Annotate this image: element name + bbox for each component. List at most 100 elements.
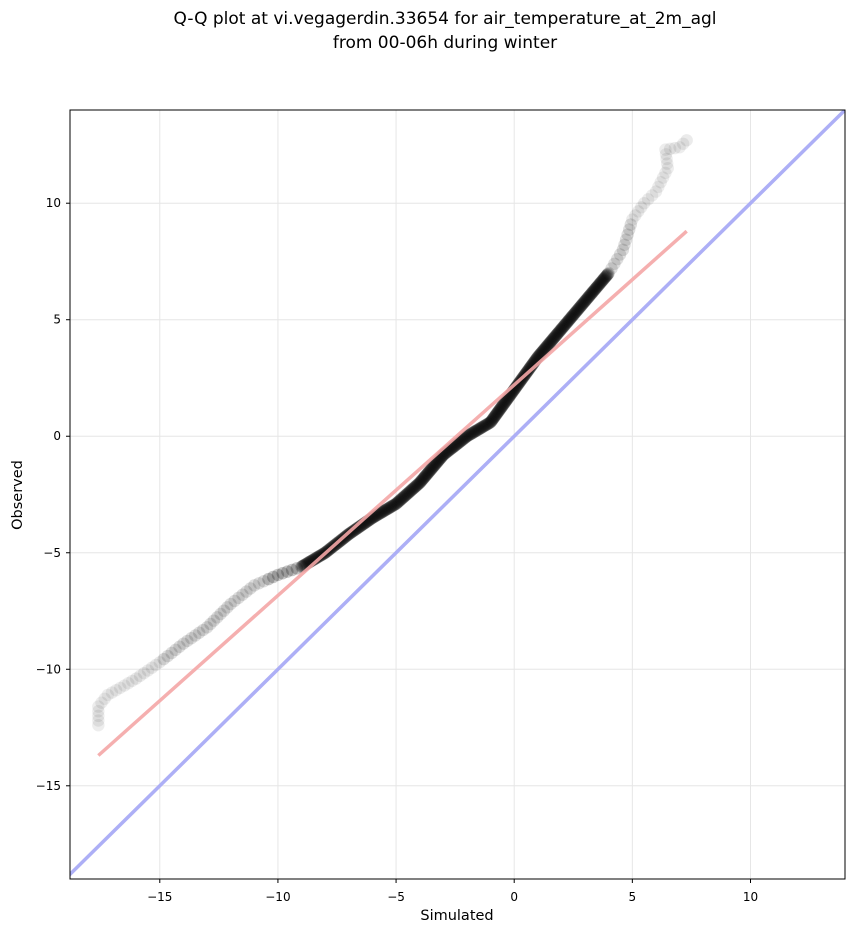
quantile-point <box>499 394 513 408</box>
quantile-point <box>403 485 416 498</box>
quantile-point <box>462 428 476 442</box>
quantile-point <box>401 487 415 500</box>
quantile-point <box>661 162 674 175</box>
quantile-point <box>523 362 536 375</box>
quantile-point <box>575 298 589 311</box>
quantile-point <box>349 523 362 536</box>
quantile-point <box>656 171 670 184</box>
quantile-point <box>637 197 651 210</box>
quantile-point <box>92 719 105 732</box>
quantile-point <box>388 498 402 511</box>
quantile-point <box>492 405 505 418</box>
quantile-point <box>490 407 504 420</box>
quantile-point <box>465 427 479 440</box>
quantile-point <box>461 429 475 442</box>
quantile-point <box>487 411 501 424</box>
quantile-point <box>474 422 487 435</box>
quantile-point <box>495 400 508 414</box>
y-tick-label: −15 <box>36 779 61 793</box>
quantile-point <box>348 523 361 537</box>
quantile-point <box>479 419 492 432</box>
quantile-point <box>649 185 663 198</box>
quantile-point <box>161 649 174 663</box>
quantile-point <box>676 137 690 150</box>
quantile-point <box>394 493 407 506</box>
quantile-point <box>558 319 571 332</box>
quantile-point <box>431 455 445 468</box>
quantile-point <box>482 417 495 430</box>
quantile-point <box>452 436 465 450</box>
quantile-point <box>372 507 385 521</box>
quantile-point <box>456 433 470 446</box>
quantile-point <box>567 308 580 321</box>
quantile-point <box>392 495 405 508</box>
quantile-point <box>485 415 498 428</box>
quantile-point <box>549 329 563 342</box>
y-tick-label: 0 <box>53 429 61 443</box>
quantile-point <box>460 430 474 443</box>
quantile-point <box>414 475 427 489</box>
quantile-point <box>402 486 415 499</box>
quantile-point <box>498 396 511 410</box>
x-tick-label: 10 <box>743 890 758 904</box>
quantile-point <box>539 341 552 355</box>
quantile-point <box>422 465 436 479</box>
quantile-point <box>562 314 575 328</box>
quantile-point <box>380 503 394 516</box>
quantile-point <box>555 322 568 336</box>
quantile-point <box>244 582 257 595</box>
quantile-point <box>416 473 429 486</box>
quantile-point <box>564 312 577 325</box>
quantile-point <box>95 696 108 709</box>
quantile-point <box>645 189 659 202</box>
quantile-point <box>512 377 525 391</box>
quantile-point <box>92 700 105 713</box>
quantile-point <box>427 460 440 473</box>
quantile-point <box>453 436 466 449</box>
quantile-point <box>510 379 524 392</box>
quantile-point <box>389 497 403 511</box>
quantile-point <box>165 646 178 660</box>
quantile-point <box>429 457 442 471</box>
quantile-point <box>660 152 673 166</box>
quantile-point <box>418 471 431 484</box>
quantile-point <box>597 273 610 286</box>
quantile-point <box>133 669 147 683</box>
quantile-point <box>376 505 389 518</box>
quantile-point <box>584 287 598 301</box>
quantile-point <box>582 290 596 303</box>
quantile-point <box>114 681 127 695</box>
quantile-point <box>613 248 627 261</box>
quantile-point <box>654 176 667 189</box>
quantile-point <box>593 277 606 291</box>
quantile-point <box>476 420 489 434</box>
quantile-point <box>543 337 556 350</box>
quantile-point <box>129 672 143 685</box>
quantile-point <box>181 634 194 648</box>
quantile-point <box>252 577 266 590</box>
quantile-point <box>149 658 163 672</box>
quantile-point <box>210 611 224 624</box>
quantile-point <box>419 469 432 482</box>
quantile-point <box>494 402 507 416</box>
quantile-point <box>485 414 499 427</box>
quantile-point <box>550 328 564 341</box>
quantile-point <box>561 315 574 329</box>
x-axis-ticks: −15 −10 −5 0 5 10 <box>147 879 758 904</box>
y-tick-label: −5 <box>43 546 61 560</box>
quantile-point <box>489 408 503 421</box>
y-axis-label: Observed <box>10 460 26 530</box>
fitted-regression-line <box>97 229 688 757</box>
x-tick-label: −15 <box>147 890 172 904</box>
quantile-point <box>576 297 589 310</box>
quantile-point <box>581 291 595 304</box>
quantile-point <box>271 568 285 582</box>
quantile-point <box>544 335 557 348</box>
quantile-point <box>391 496 405 509</box>
quantile-point <box>177 637 190 650</box>
quantile-point <box>556 321 570 334</box>
quantile-point <box>611 252 624 266</box>
x-tick-label: −5 <box>387 890 405 904</box>
quantile-point <box>373 507 386 520</box>
